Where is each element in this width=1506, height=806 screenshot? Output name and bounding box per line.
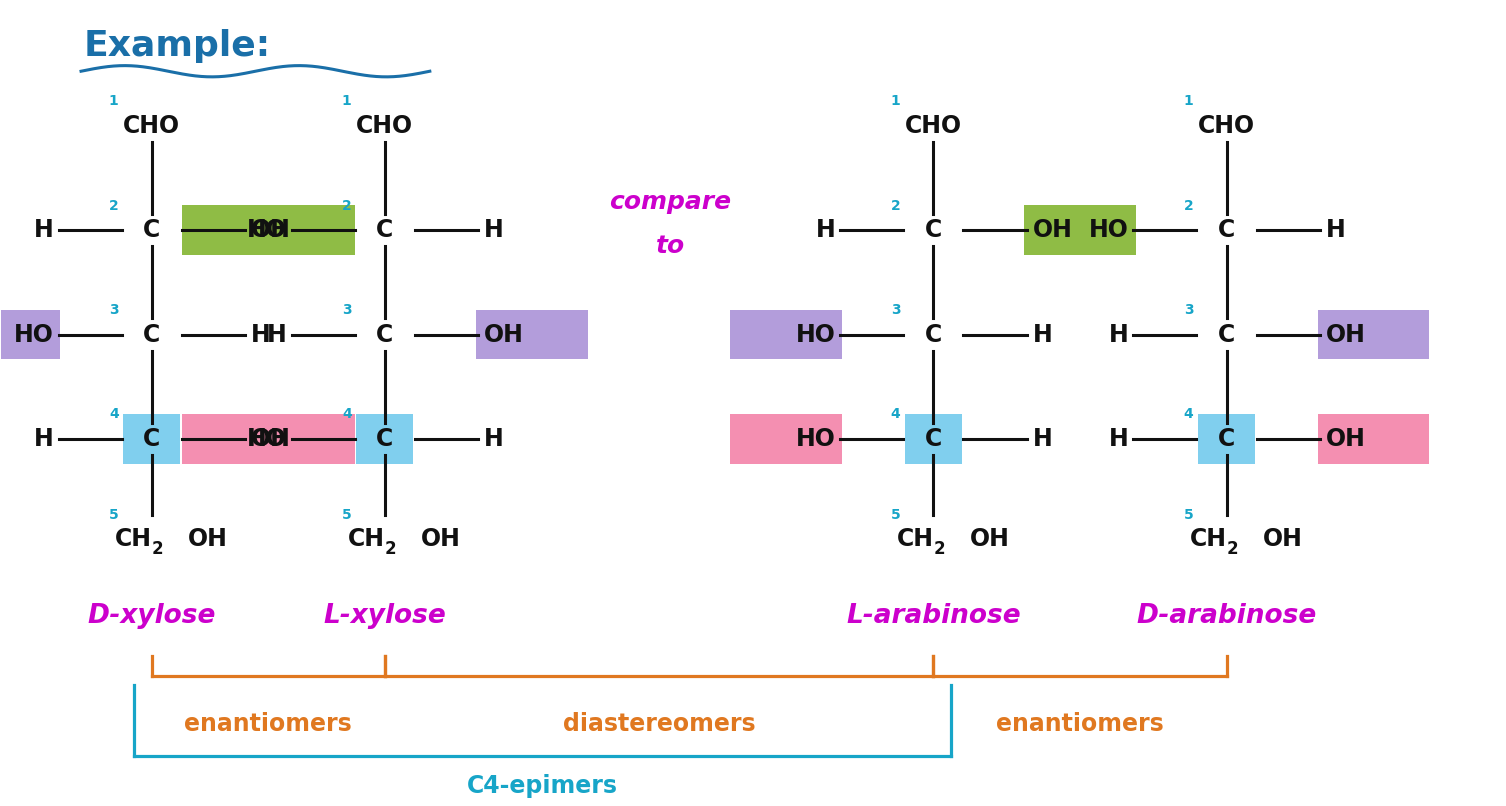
Text: C4-epimers: C4-epimers: [467, 774, 617, 798]
Text: C: C: [376, 427, 393, 451]
Text: 2: 2: [890, 198, 901, 213]
Text: CH: CH: [896, 527, 934, 551]
FancyBboxPatch shape: [1024, 206, 1136, 255]
FancyBboxPatch shape: [182, 206, 294, 255]
Text: OH: OH: [420, 527, 461, 551]
Text: 5: 5: [1184, 508, 1193, 521]
Text: OH: OH: [483, 322, 524, 347]
Text: CHO: CHO: [1197, 114, 1254, 138]
Text: 2: 2: [1184, 198, 1193, 213]
Text: enantiomers: enantiomers: [995, 712, 1164, 736]
Text: H: H: [1108, 322, 1130, 347]
Text: 2: 2: [1226, 540, 1238, 558]
Text: C: C: [143, 322, 160, 347]
Text: C: C: [143, 218, 160, 242]
Text: CH: CH: [1190, 527, 1226, 551]
Text: 3: 3: [108, 303, 119, 317]
Text: OH: OH: [252, 427, 291, 451]
Text: H: H: [1108, 427, 1130, 451]
Text: C: C: [925, 322, 943, 347]
Text: 3: 3: [342, 303, 351, 317]
Text: 3: 3: [1184, 303, 1193, 317]
Text: CHO: CHO: [355, 114, 413, 138]
Text: HO: HO: [795, 322, 836, 347]
Text: H: H: [267, 322, 288, 347]
Text: 1: 1: [108, 94, 119, 108]
Text: H: H: [35, 218, 54, 242]
Text: H: H: [483, 427, 503, 451]
FancyBboxPatch shape: [244, 206, 354, 255]
Text: HO: HO: [795, 427, 836, 451]
Text: D-arabinose: D-arabinose: [1137, 603, 1316, 629]
FancyBboxPatch shape: [355, 414, 413, 463]
Text: HO: HO: [14, 322, 54, 347]
Text: C: C: [1218, 427, 1235, 451]
FancyBboxPatch shape: [905, 414, 962, 463]
Text: diastereomers: diastereomers: [563, 712, 756, 736]
Text: 2: 2: [152, 540, 163, 558]
Text: CH: CH: [348, 527, 384, 551]
Text: C: C: [143, 427, 160, 451]
Text: enantiomers: enantiomers: [184, 712, 352, 736]
Text: H: H: [1325, 218, 1345, 242]
Text: OH: OH: [1033, 218, 1072, 242]
FancyBboxPatch shape: [1318, 414, 1429, 463]
FancyBboxPatch shape: [1318, 310, 1429, 359]
Text: H: H: [483, 218, 503, 242]
Text: H: H: [816, 218, 836, 242]
Text: C: C: [1218, 218, 1235, 242]
Text: 3: 3: [890, 303, 901, 317]
Text: 4: 4: [890, 407, 901, 422]
Text: HO: HO: [247, 427, 288, 451]
Text: 1: 1: [1184, 94, 1193, 108]
Text: HO: HO: [1089, 218, 1130, 242]
Text: to: to: [655, 235, 685, 258]
Text: 2: 2: [342, 198, 351, 213]
Text: 5: 5: [890, 508, 901, 521]
Text: 1: 1: [342, 94, 351, 108]
Text: C: C: [925, 218, 943, 242]
Text: HO: HO: [247, 218, 288, 242]
Text: C: C: [376, 322, 393, 347]
Text: H: H: [252, 322, 271, 347]
Text: OH: OH: [1325, 427, 1366, 451]
FancyBboxPatch shape: [476, 310, 587, 359]
Text: L-xylose: L-xylose: [324, 603, 446, 629]
Text: compare: compare: [610, 190, 732, 214]
Text: 5: 5: [342, 508, 351, 521]
Text: OH: OH: [970, 527, 1009, 551]
FancyBboxPatch shape: [730, 310, 842, 359]
Text: 4: 4: [1184, 407, 1193, 422]
Text: OH: OH: [188, 527, 227, 551]
Text: C: C: [1218, 322, 1235, 347]
FancyBboxPatch shape: [123, 414, 181, 463]
Text: 4: 4: [342, 407, 351, 422]
Text: L-arabinose: L-arabinose: [846, 603, 1021, 629]
FancyBboxPatch shape: [730, 414, 842, 463]
FancyBboxPatch shape: [182, 414, 294, 463]
Text: 2: 2: [934, 540, 944, 558]
FancyBboxPatch shape: [1026, 206, 1137, 255]
Text: 4: 4: [108, 407, 119, 422]
Text: 1: 1: [890, 94, 901, 108]
Text: OH: OH: [1262, 527, 1303, 551]
Text: CHO: CHO: [123, 114, 181, 138]
Text: 2: 2: [108, 198, 119, 213]
Text: CHO: CHO: [905, 114, 962, 138]
Text: H: H: [1033, 322, 1053, 347]
FancyBboxPatch shape: [0, 310, 60, 359]
Text: 5: 5: [108, 508, 119, 521]
FancyBboxPatch shape: [244, 414, 354, 463]
Text: H: H: [1033, 427, 1053, 451]
Text: C: C: [376, 218, 393, 242]
FancyBboxPatch shape: [1197, 414, 1254, 463]
Text: D-xylose: D-xylose: [87, 603, 215, 629]
Text: 2: 2: [384, 540, 396, 558]
Text: Example:: Example:: [84, 30, 271, 64]
Text: C: C: [925, 427, 943, 451]
Text: OH: OH: [1325, 322, 1366, 347]
Text: CH: CH: [114, 527, 152, 551]
Text: H: H: [35, 427, 54, 451]
Text: OH: OH: [252, 218, 291, 242]
